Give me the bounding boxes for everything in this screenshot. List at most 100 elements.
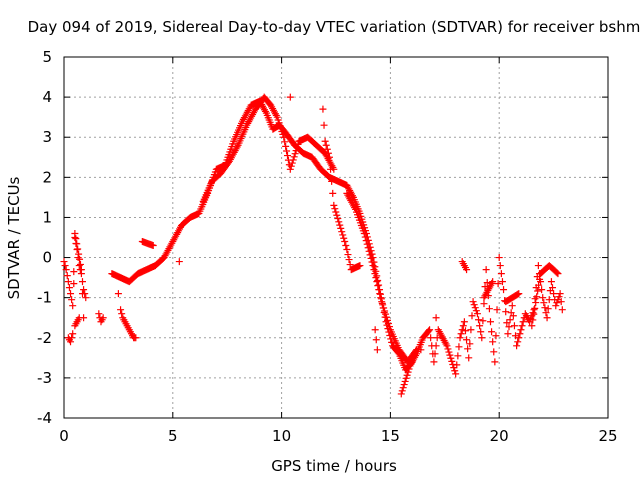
data-point bbox=[461, 327, 469, 335]
data-point bbox=[515, 334, 523, 342]
data-point bbox=[365, 247, 373, 255]
data-point bbox=[383, 316, 391, 324]
data-point bbox=[286, 93, 294, 101]
data-point bbox=[495, 254, 503, 262]
data-point bbox=[535, 281, 543, 289]
data-point bbox=[492, 332, 500, 340]
data-point bbox=[513, 342, 521, 350]
data-point bbox=[412, 352, 420, 360]
data-point bbox=[427, 334, 435, 342]
data-point bbox=[514, 290, 522, 298]
data-point bbox=[465, 354, 473, 362]
data-point bbox=[479, 317, 487, 325]
data-point bbox=[284, 152, 292, 160]
data-point bbox=[482, 266, 490, 274]
data-point bbox=[385, 323, 393, 331]
data-point bbox=[455, 343, 463, 351]
data-point bbox=[528, 322, 536, 330]
data-point bbox=[540, 299, 548, 307]
data-point bbox=[377, 294, 385, 302]
data-point bbox=[516, 330, 524, 338]
data-point bbox=[541, 304, 549, 312]
data-point bbox=[99, 314, 107, 322]
data-point bbox=[63, 272, 71, 280]
data-point bbox=[491, 358, 499, 366]
data-point bbox=[73, 240, 81, 248]
data-point bbox=[485, 305, 493, 313]
data-point bbox=[534, 287, 542, 295]
data-point bbox=[175, 258, 183, 266]
data-point bbox=[287, 162, 295, 170]
data-point bbox=[519, 318, 527, 326]
data-point bbox=[82, 294, 90, 302]
data-point bbox=[366, 251, 374, 259]
data-point bbox=[339, 231, 347, 239]
data-point bbox=[443, 342, 451, 350]
data-point bbox=[432, 314, 440, 322]
data-point bbox=[538, 286, 546, 294]
data-point bbox=[75, 250, 83, 258]
data-point bbox=[272, 111, 280, 119]
data-point bbox=[382, 310, 390, 318]
data-point bbox=[430, 358, 438, 366]
data-point bbox=[432, 342, 440, 350]
x-tick-label: 10 bbox=[272, 427, 291, 445]
data-point bbox=[433, 334, 441, 342]
data-point bbox=[78, 290, 86, 298]
data-point bbox=[62, 266, 70, 274]
data-point bbox=[341, 238, 349, 246]
data-point bbox=[518, 322, 526, 330]
data-point bbox=[288, 159, 296, 167]
data-point bbox=[363, 240, 371, 248]
data-point bbox=[558, 306, 566, 314]
data-point bbox=[289, 156, 297, 164]
data-point bbox=[343, 246, 351, 254]
data-point bbox=[556, 290, 564, 298]
data-point bbox=[74, 245, 82, 253]
data-point bbox=[283, 147, 291, 155]
data-point bbox=[504, 330, 512, 338]
data-point bbox=[72, 235, 80, 243]
data-point bbox=[330, 201, 338, 209]
data-point bbox=[452, 370, 460, 378]
data-point bbox=[550, 290, 558, 298]
data-point bbox=[508, 302, 516, 310]
data-point bbox=[384, 320, 392, 328]
data-point bbox=[80, 286, 88, 294]
data-point bbox=[477, 328, 485, 336]
data-point bbox=[291, 150, 299, 158]
data-point bbox=[458, 326, 466, 334]
data-point bbox=[320, 121, 328, 129]
data-point bbox=[78, 278, 86, 286]
data-point bbox=[372, 274, 380, 282]
plot-frame bbox=[63, 56, 609, 419]
y-tick-label: -2 bbox=[37, 329, 52, 347]
y-tick-label: 0 bbox=[42, 249, 52, 267]
y-tick-label: 1 bbox=[42, 208, 52, 226]
data-point bbox=[529, 309, 537, 317]
data-point bbox=[329, 189, 337, 197]
data-point bbox=[533, 293, 541, 301]
data-point bbox=[451, 367, 459, 375]
data-point bbox=[531, 304, 539, 312]
data-point bbox=[373, 346, 381, 354]
data-point bbox=[510, 322, 518, 330]
data-point bbox=[338, 228, 346, 236]
data-point bbox=[332, 208, 340, 216]
data-point bbox=[70, 280, 78, 288]
data-point bbox=[506, 316, 514, 324]
data-point bbox=[373, 278, 381, 286]
data-point bbox=[399, 384, 407, 392]
data-point bbox=[334, 215, 342, 223]
data-point bbox=[376, 290, 384, 298]
data-point bbox=[356, 262, 364, 270]
data-point bbox=[498, 278, 506, 286]
data-point bbox=[460, 318, 468, 326]
data-point bbox=[370, 266, 378, 274]
data-point bbox=[530, 310, 538, 318]
data-point bbox=[280, 133, 288, 141]
x-axis-label: GPS time / hours bbox=[271, 457, 397, 475]
data-point bbox=[322, 141, 330, 149]
data-point bbox=[463, 336, 471, 344]
